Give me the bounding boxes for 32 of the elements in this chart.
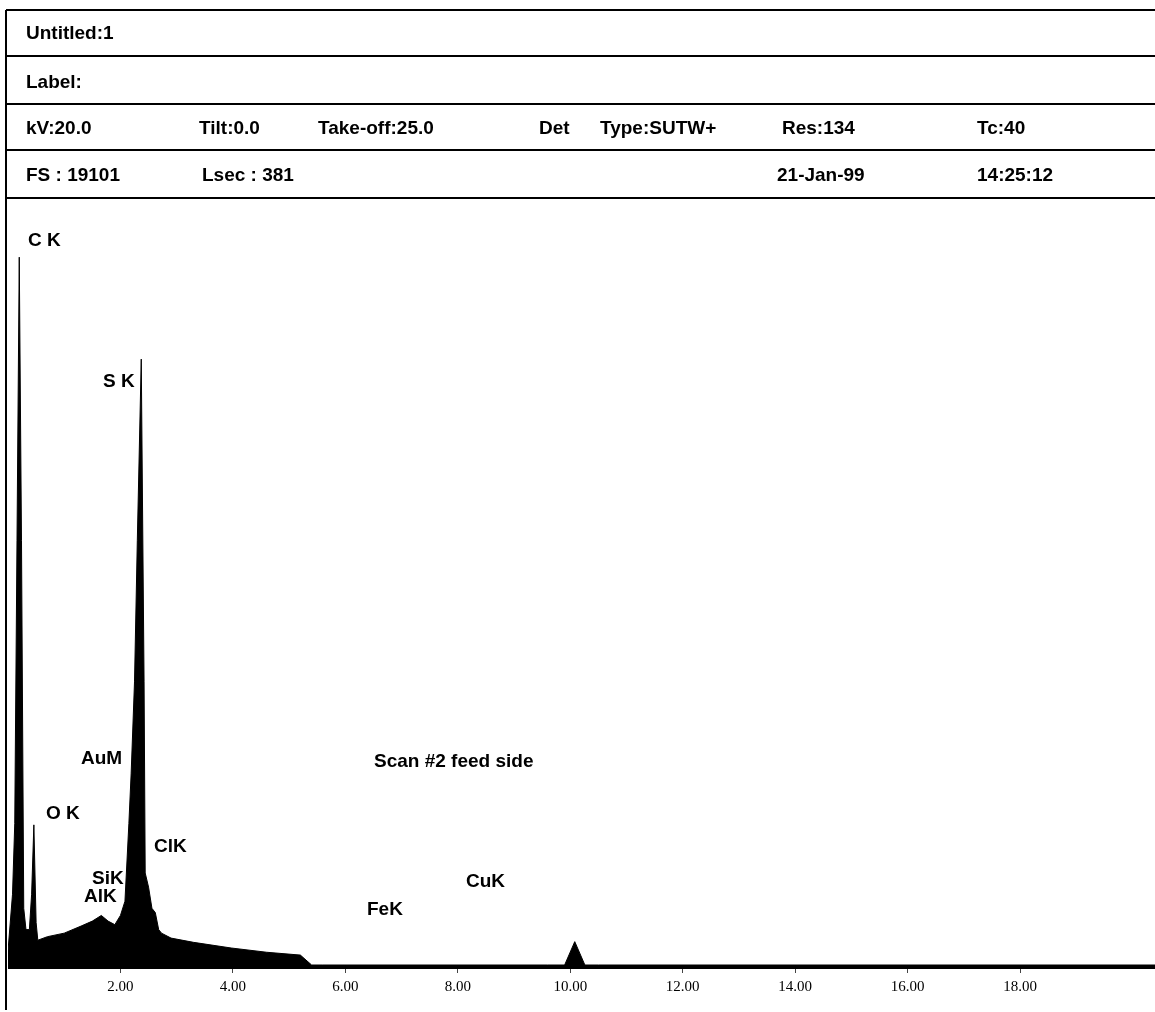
- x-tick-label: 16.00: [890, 978, 925, 994]
- x-tick-label: 18.00: [1003, 978, 1037, 994]
- text: Take-off:25.0: [318, 117, 434, 138]
- chart-subtitle: Label:: [26, 71, 82, 92]
- x-tick-label: 10.00: [553, 978, 588, 994]
- annotation: CuK: [466, 870, 506, 891]
- x-tick-label: 14.00: [778, 978, 813, 994]
- x-tick-label: 4.00: [219, 978, 247, 994]
- x-tick-label: 12.00: [665, 978, 700, 994]
- annotation: FeK: [367, 898, 404, 919]
- text: Tilt:0.0: [199, 117, 260, 138]
- text: Det: [539, 117, 571, 138]
- annotation: O K: [46, 802, 81, 823]
- text: Tc:40: [977, 117, 1026, 138]
- text: Lsec : 381: [202, 164, 295, 185]
- text: Res:134: [782, 117, 856, 138]
- annotation: S K: [103, 370, 135, 391]
- text: 21-Jan-99: [777, 164, 865, 185]
- annotation: AlK: [84, 885, 117, 906]
- text: Type:SUTW+: [600, 117, 717, 138]
- annotation: Scan #2 feed side: [374, 750, 534, 771]
- text: 14:25:12: [977, 164, 1054, 185]
- text: C K: [28, 229, 61, 250]
- x-tick-label: 6.00: [332, 978, 359, 994]
- x-tick-label: 8.00: [444, 978, 471, 994]
- chart-title: Untitled:1: [26, 22, 115, 43]
- annotation: AuM: [81, 747, 123, 768]
- x-tick-label: 2.00: [107, 978, 134, 994]
- annotation: SiK: [92, 867, 124, 888]
- text: kV:20.0: [26, 117, 92, 138]
- annotation: ClK: [154, 835, 187, 856]
- text: FS : 19101: [26, 164, 121, 185]
